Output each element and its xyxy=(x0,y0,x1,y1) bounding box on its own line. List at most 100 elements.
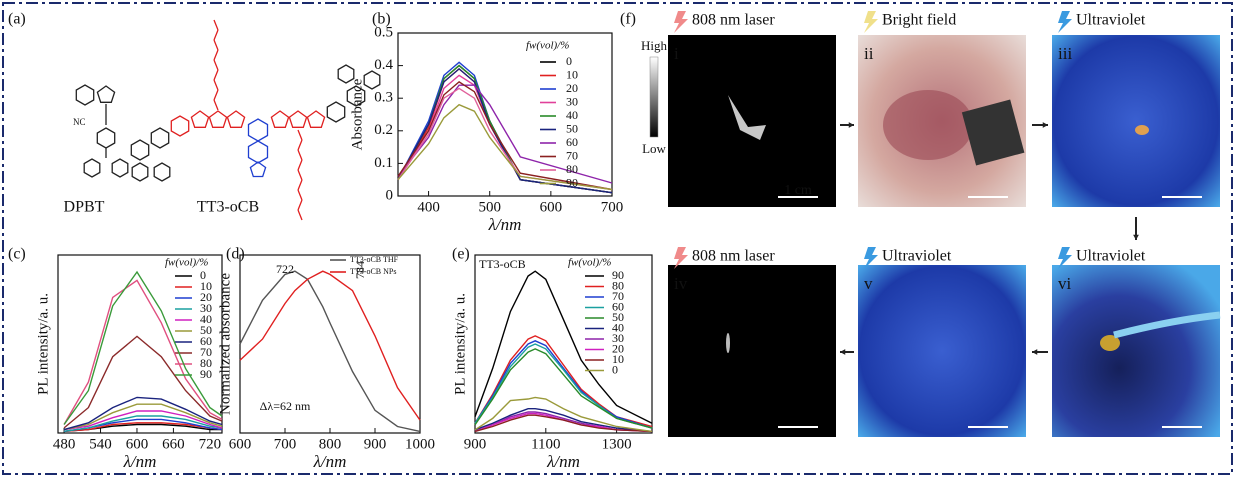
chart: (d) 600 700 800 900 1000 λ/nm Normalized absorb… xyxy=(217,246,435,471)
series-line xyxy=(474,348,653,429)
series-line xyxy=(63,396,223,431)
x-tick-label: 660 xyxy=(162,436,185,452)
image-caption: Ultraviolet xyxy=(1076,248,1146,265)
ring xyxy=(363,70,381,90)
annotation: 784 xyxy=(353,261,367,279)
tissue xyxy=(883,90,973,160)
x-axis-label: λ/nm xyxy=(123,452,157,471)
legend-label: 10 xyxy=(200,279,212,293)
legend-label: 80 xyxy=(566,162,578,176)
series-line xyxy=(63,335,223,429)
legend-label: 50 xyxy=(612,310,624,324)
ring xyxy=(337,64,355,84)
legend-label: 90 xyxy=(200,367,212,381)
x-tick-label: 1000 xyxy=(405,436,435,452)
bond xyxy=(297,179,303,191)
bond xyxy=(297,129,303,141)
photo xyxy=(668,35,836,207)
y-axis-label: PL intensity/a. u. xyxy=(35,293,51,395)
ring xyxy=(306,110,326,128)
bond xyxy=(213,79,219,91)
series-line xyxy=(397,84,613,184)
legend-label: 80 xyxy=(612,278,624,292)
y-tick-label: 0.1 xyxy=(374,155,393,171)
tissue xyxy=(961,99,1025,166)
x-tick-label: 900 xyxy=(364,436,387,452)
legend-label: 80 xyxy=(200,356,212,370)
ring xyxy=(288,110,308,128)
bond xyxy=(297,209,303,221)
bond xyxy=(297,189,303,201)
photo xyxy=(858,265,1026,437)
legend-label: 30 xyxy=(612,331,624,345)
ring xyxy=(130,139,150,161)
signal xyxy=(1100,335,1120,351)
legend-label: 60 xyxy=(612,299,624,313)
legend-label: 50 xyxy=(566,121,578,135)
series-line xyxy=(64,410,223,431)
ring xyxy=(226,110,246,128)
series-line xyxy=(63,270,223,425)
laser-icon xyxy=(1058,247,1072,269)
plot-area xyxy=(397,32,613,197)
y-axis-label: Absorbance xyxy=(349,78,365,150)
laser-icon xyxy=(674,247,688,269)
ring xyxy=(208,110,228,128)
legend-label: 90 xyxy=(612,268,624,282)
panel-label: (a) xyxy=(8,11,26,28)
chart: (e) 900 1100 1300 λ/nm PL intensity/a. u. 9080… xyxy=(452,246,653,471)
image-numeral: vi xyxy=(1058,274,1072,293)
signal xyxy=(726,333,730,353)
ring xyxy=(247,140,269,164)
legend-label: 0 xyxy=(200,268,206,282)
y-axis-label: PL intensity/a. u. xyxy=(452,293,468,395)
legend-label: 40 xyxy=(612,320,624,334)
bond xyxy=(297,159,303,171)
x-tick-label: 500 xyxy=(478,199,501,215)
legend-title: fw(vol)/% xyxy=(568,257,611,269)
legend-label: 0 xyxy=(566,54,572,68)
legend-label: 10 xyxy=(612,352,624,366)
x-axis-label: λ/nm xyxy=(313,452,347,471)
x-tick-label: 720 xyxy=(199,436,222,452)
y-tick-label: 0.5 xyxy=(374,24,393,40)
x-tick-label: 700 xyxy=(601,199,624,215)
bond xyxy=(297,149,303,161)
arrow-head xyxy=(848,122,854,128)
atom: NC xyxy=(73,117,86,127)
legend-label: 70 xyxy=(566,148,578,162)
x-tick-label: 600 xyxy=(540,199,563,215)
signal xyxy=(728,95,766,140)
bond xyxy=(213,49,219,61)
signal xyxy=(1135,125,1149,135)
photo xyxy=(1052,265,1220,437)
x-tick-label: 700 xyxy=(274,436,297,452)
x-tick-label: 600 xyxy=(126,436,149,452)
bond xyxy=(213,19,219,31)
legend-label: TT3-oCB NPs xyxy=(350,267,396,276)
panel-label: (d) xyxy=(226,246,245,263)
y-tick-label: 0 xyxy=(386,187,394,203)
ring xyxy=(190,110,210,128)
x-tick-label: 900 xyxy=(464,436,487,452)
bond xyxy=(213,29,219,41)
panel-label: (e) xyxy=(452,246,470,263)
series-line xyxy=(239,270,421,421)
image-caption: 808 nm laser xyxy=(692,248,775,265)
annotation: TT3-oCB xyxy=(479,257,526,271)
laser-icon xyxy=(1058,11,1072,33)
arrow-head xyxy=(1133,234,1139,240)
series-line xyxy=(63,279,223,425)
panel-label: (b) xyxy=(372,11,391,28)
series-line xyxy=(397,103,613,191)
legend-label: TT3-oCB THF xyxy=(350,255,399,264)
legend-label: 40 xyxy=(200,312,212,326)
x-tick-label: 600 xyxy=(229,436,252,452)
bond xyxy=(213,39,219,51)
ring xyxy=(131,162,149,182)
legend-label: 0 xyxy=(612,362,618,376)
image-caption: Ultraviolet xyxy=(1076,12,1146,29)
image-numeral: v xyxy=(864,274,873,293)
series-line xyxy=(474,414,653,433)
series-line xyxy=(64,415,223,432)
